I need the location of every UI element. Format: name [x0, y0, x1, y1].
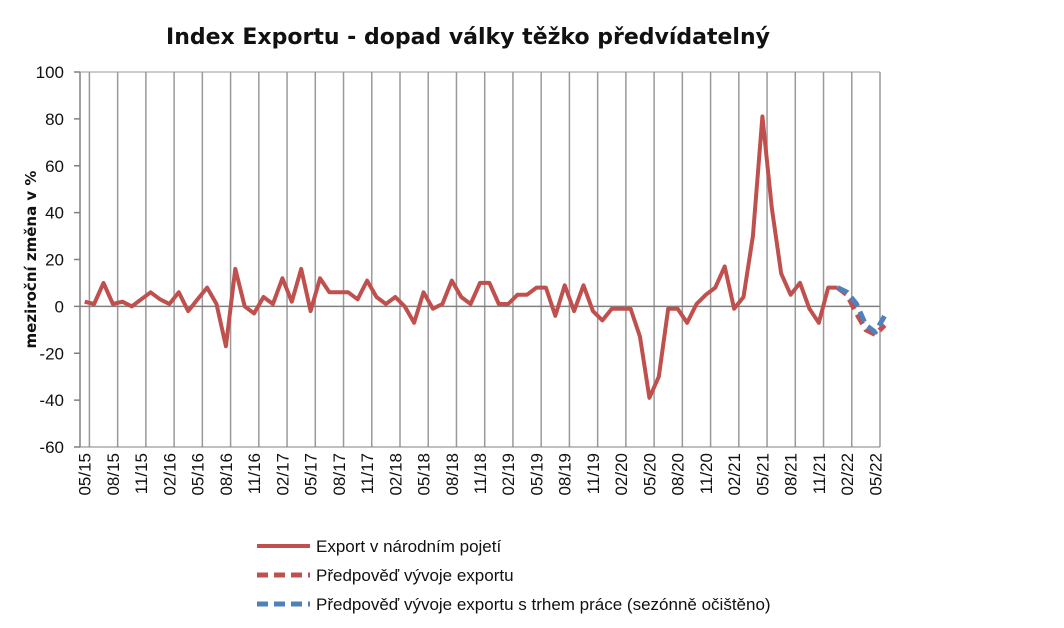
x-tick-label: 05/21 — [753, 453, 772, 496]
y-tick-label: 60 — [45, 157, 64, 176]
x-tick-label: 11/19 — [584, 453, 603, 494]
x-tick-label: 08/19 — [556, 453, 575, 496]
x-tick-label: 02/17 — [273, 453, 292, 496]
x-tick-label: 11/16 — [245, 453, 264, 494]
y-tick-labels: -60 -40 -20 0 20 40 60 80 100 — [36, 63, 64, 457]
series-line-1 — [84, 114, 838, 400]
x-tick-label: 02/19 — [499, 453, 518, 496]
y-tick-label: 20 — [45, 251, 64, 270]
y-axis-label: meziroční změna v % — [22, 171, 40, 349]
series-line-3 — [836, 285, 887, 335]
x-tick-label: 02/16 — [160, 453, 179, 496]
x-tick-label: 11/18 — [471, 453, 490, 494]
x-tick-label: 11/17 — [358, 453, 377, 494]
chart-title: Index Exportu - dopad války těžko předví… — [166, 25, 770, 50]
x-tick-label: 02/22 — [838, 453, 857, 496]
x-tick-label: 05/15 — [76, 453, 95, 496]
y-tick-label: 80 — [45, 110, 64, 129]
x-tick-label: 02/21 — [725, 453, 744, 496]
x-tick-label: 08/18 — [443, 453, 462, 496]
legend: Export v národním pojetí Předpověď vývoje… — [257, 537, 771, 614]
axes — [74, 71, 880, 448]
legend-label-1: Export v národním pojetí — [316, 537, 501, 556]
x-tick-label: 05/18 — [415, 453, 434, 496]
x-tick-label: 11/20 — [697, 453, 716, 494]
x-tick-label: 05/22 — [866, 453, 885, 496]
y-tick-label: 40 — [45, 204, 64, 223]
y-tick-label: 0 — [55, 297, 64, 316]
x-tick-label: 08/16 — [217, 453, 236, 496]
x-tick-label: 08/21 — [782, 453, 801, 496]
x-tick-label: 11/21 — [810, 453, 829, 494]
y-tick-label: -60 — [39, 438, 64, 457]
legend-label-3: Předpověď vývoje exportu s trhem práce (… — [316, 595, 771, 614]
vertical-gridlines — [88, 72, 881, 447]
y-tick-label: -40 — [39, 391, 64, 410]
x-tick-labels: 05/15 08/15 11/15 02/16 05/16 08/16 11/16 02/17… — [76, 453, 886, 496]
x-tick-label: 08/17 — [330, 453, 349, 496]
x-tick-label: 05/20 — [640, 453, 659, 496]
y-tick-label: 100 — [36, 63, 64, 82]
x-tick-label: 05/19 — [527, 453, 546, 496]
y-tick-label: -20 — [39, 344, 64, 363]
x-tick-label: 05/16 — [189, 453, 208, 496]
series-lines — [84, 114, 887, 400]
series-line-2 — [836, 285, 887, 337]
x-tick-label: 05/17 — [302, 453, 321, 496]
x-tick-label: 02/20 — [612, 453, 631, 496]
x-tick-label: 08/15 — [104, 453, 123, 496]
x-tick-label: 08/20 — [669, 453, 688, 496]
x-tick-label: 02/18 — [386, 453, 405, 496]
x-tick-label: 11/15 — [132, 453, 151, 494]
legend-label-2: Předpověď vývoje exportu — [316, 566, 514, 585]
